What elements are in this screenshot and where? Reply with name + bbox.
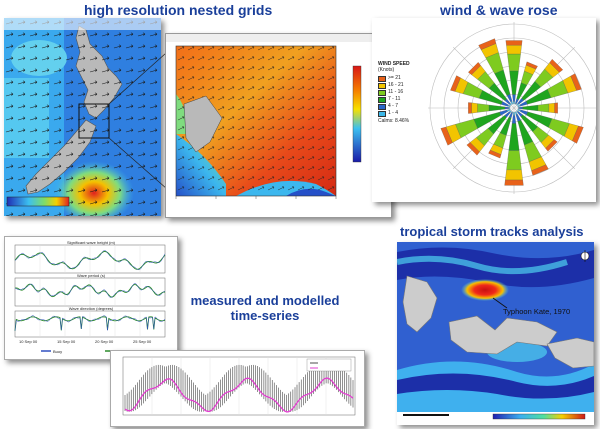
rose-legend-label: 1 - 4	[388, 110, 399, 117]
rose-legend-swatch	[378, 76, 386, 82]
ts-plot1-title: Significant wave height (m)	[67, 240, 116, 245]
rose-legend-row: 16 - 21	[378, 83, 422, 89]
rose-spoke-segment	[507, 53, 521, 72]
rose-spoke-segment	[508, 123, 520, 151]
rose-spokes	[440, 38, 584, 186]
ts-measured-line	[14, 316, 166, 331]
rose-legend-swatch	[378, 83, 386, 89]
ts-xtick-4: 25 Sep 00	[133, 339, 152, 344]
rose-spoke-segment	[488, 149, 502, 159]
rose-spoke-segment	[478, 38, 497, 50]
rose-spoke-segment	[549, 59, 563, 73]
ts-modelled-line	[14, 283, 166, 298]
rose-spoke-segment	[570, 73, 582, 91]
storm-map-land-philippines	[402, 275, 438, 333]
wind-wave-rose-panel: WIND SPEED (Knots) >= 21 16 - 21 11 - 16 7 …	[372, 18, 596, 202]
rose-spoke-segment	[504, 106, 510, 110]
rose-spoke-segment	[504, 179, 524, 186]
storm-typhoon-label: Typhoon Kate, 1970	[503, 307, 570, 316]
ts-subplot	[14, 244, 166, 274]
ts-subplot	[14, 277, 166, 307]
rose-spoke-segment	[522, 104, 539, 112]
rose-spoke-segment	[572, 125, 584, 144]
nested-grid-outer-map	[4, 18, 161, 216]
rose-spoke-segment	[468, 62, 481, 75]
nested-grid-inner-map	[165, 33, 392, 218]
rose-legend-label: 4 - 7	[388, 103, 399, 110]
rose-spoke-segment	[518, 106, 523, 110]
ts-subplot	[14, 310, 166, 338]
storm-map-land-new-guinea	[546, 337, 594, 369]
rose-spoke-segment	[525, 61, 538, 70]
rose-spoke-segment	[505, 40, 523, 46]
rose-spoke-segment	[477, 103, 490, 113]
rose-legend-swatch	[378, 90, 386, 96]
rose-legend-row: 11 - 16	[378, 90, 422, 96]
rose-legend-label: 11 - 16	[388, 89, 404, 96]
rose-spoke-segment	[506, 45, 522, 55]
rose-legend-label: >= 21	[388, 75, 401, 82]
timeseries-title-line2: time-series	[230, 308, 300, 323]
ts-measured-line	[14, 283, 166, 298]
storm-map-land-borneo	[448, 315, 558, 355]
rose-legend-swatch	[378, 111, 386, 117]
rose-legend-unit: (Knots)	[378, 66, 395, 73]
rose-spoke-segment	[517, 107, 520, 109]
modelled-timeseries-panel	[110, 350, 365, 427]
ts-modelled-line	[14, 250, 166, 271]
ts-plot3-title: Wave direction (degrees)	[69, 306, 114, 311]
rose-legend-label: 16 - 21	[388, 82, 404, 89]
ts2-modelled-line	[124, 377, 354, 413]
rose-spoke-segment	[537, 103, 550, 113]
timeseries-title: measured and modelled time-series	[185, 293, 345, 323]
rose-spoke-segment	[471, 102, 478, 114]
rose-spoke-segment	[512, 111, 516, 116]
rose-legend: WIND SPEED (Knots) >= 21 16 - 21 11 - 16 7 …	[378, 61, 422, 125]
rose-spoke-segment	[450, 75, 461, 92]
ts-measured-line	[14, 251, 166, 270]
rose-legend-swatch	[378, 104, 386, 110]
rose-spoke-segment	[545, 139, 558, 152]
rose-legend-row: >= 21	[378, 76, 422, 82]
rose-legend-swatch	[378, 97, 386, 103]
rose-legend-row: 1 - 4	[378, 111, 422, 117]
ts-plot2-title: Wave period (s)	[77, 273, 106, 278]
rose-legend-calms: Calms: 8.46%	[378, 118, 410, 124]
ts-xtick-1: 10 Sep 00	[19, 339, 38, 344]
rose-legend-label: 7 - 11	[388, 96, 401, 103]
storm-title: tropical storm tracks analysis	[400, 224, 584, 239]
rose-spoke-segment	[513, 101, 515, 105]
inner-grid-land	[183, 95, 223, 153]
grids-title: high resolution nested grids	[84, 2, 273, 18]
rose-spoke-segment	[506, 150, 522, 171]
rose-legend-row: 4 - 7	[378, 104, 422, 110]
rose-title: wind & wave rose	[440, 2, 558, 18]
ts-legend-buoy: Buoy	[53, 349, 62, 354]
ts-modelled-line	[14, 315, 166, 331]
measured-timeseries-panel: Significant wave height (m) Wave period …	[4, 236, 178, 360]
rose-spoke-segment	[505, 169, 523, 181]
storm-track-map: Typhoon Kate, 1970	[397, 242, 594, 425]
rose-legend-row: 7 - 11	[378, 97, 422, 103]
ts2-legend-box	[306, 358, 352, 372]
ts-xtick-3: 20 Sep 00	[95, 339, 114, 344]
timeseries-title-line1: measured and modelled	[190, 293, 340, 308]
ts-xtick-2: 15 Sep 00	[57, 339, 76, 344]
rose-spoke-segment	[440, 126, 453, 146]
rose-spoke-segment	[468, 102, 472, 114]
rose-legend-title: WIND SPEED	[378, 61, 410, 67]
rose-spoke-segment	[511, 115, 517, 124]
rose-spoke-segment	[531, 164, 549, 176]
rose-spoke-segment	[509, 70, 519, 95]
rose-spoke-segment	[554, 102, 558, 114]
rose-spoke-segment	[512, 94, 516, 102]
rose-spoke-segment	[466, 142, 480, 156]
rose-spoke-segment	[548, 102, 555, 114]
rose-spoke-segment	[508, 107, 511, 109]
rose-spoke-segment	[488, 104, 506, 112]
